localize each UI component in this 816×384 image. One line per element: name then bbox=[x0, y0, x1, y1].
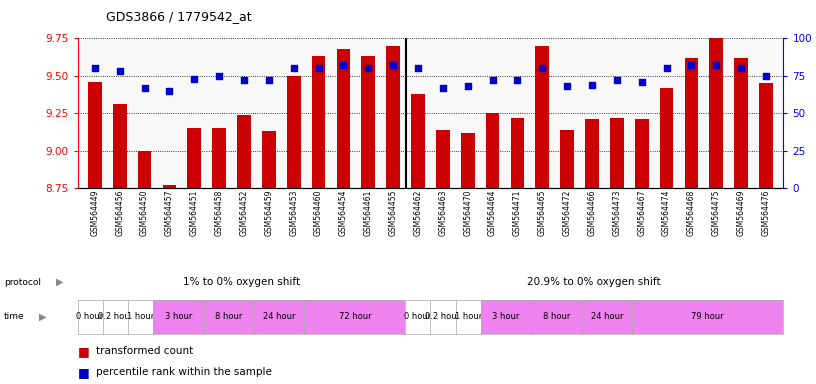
Bar bbox=[585, 119, 599, 188]
Bar bbox=[361, 56, 375, 188]
Point bbox=[486, 77, 499, 83]
Bar bbox=[436, 130, 450, 188]
Text: GDS3866 / 1779542_at: GDS3866 / 1779542_at bbox=[106, 10, 251, 23]
Bar bbox=[659, 88, 673, 188]
Point bbox=[387, 62, 400, 68]
Bar bbox=[709, 38, 723, 188]
Text: ▶: ▶ bbox=[55, 277, 63, 287]
Bar bbox=[162, 185, 176, 188]
Bar bbox=[511, 118, 524, 188]
Text: 0.2 hour: 0.2 hour bbox=[98, 312, 133, 321]
Bar bbox=[337, 49, 350, 188]
Point bbox=[361, 65, 375, 71]
Point bbox=[561, 83, 574, 89]
Point bbox=[88, 65, 101, 71]
Bar bbox=[138, 151, 152, 188]
Point bbox=[635, 79, 648, 85]
Point bbox=[138, 85, 151, 91]
Text: 1 hour: 1 hour bbox=[127, 312, 154, 321]
Text: ■: ■ bbox=[78, 345, 89, 358]
Text: percentile rank within the sample: percentile rank within the sample bbox=[96, 367, 273, 377]
Text: transformed count: transformed count bbox=[96, 346, 193, 356]
Point bbox=[337, 62, 350, 68]
Bar bbox=[685, 58, 698, 188]
Point bbox=[461, 83, 474, 89]
Bar bbox=[486, 113, 499, 188]
Bar bbox=[561, 130, 574, 188]
Point bbox=[188, 76, 201, 82]
Bar bbox=[635, 119, 649, 188]
Bar bbox=[237, 115, 251, 188]
Bar bbox=[188, 128, 202, 188]
Text: 1 hour: 1 hour bbox=[455, 312, 482, 321]
Bar bbox=[759, 83, 773, 188]
Point bbox=[411, 65, 424, 71]
Point bbox=[113, 68, 126, 74]
Text: 3 hour: 3 hour bbox=[165, 312, 192, 321]
Point bbox=[610, 77, 623, 83]
Point bbox=[585, 82, 598, 88]
Text: ▶: ▶ bbox=[39, 312, 47, 322]
Point bbox=[511, 77, 524, 83]
Bar bbox=[88, 82, 102, 188]
Point bbox=[237, 77, 251, 83]
Bar bbox=[386, 46, 400, 188]
Text: 24 hour: 24 hour bbox=[263, 312, 295, 321]
Text: 0.2 hour: 0.2 hour bbox=[425, 312, 460, 321]
Text: ■: ■ bbox=[78, 366, 89, 379]
Bar bbox=[461, 133, 475, 188]
Bar bbox=[734, 58, 748, 188]
Text: 8 hour: 8 hour bbox=[543, 312, 570, 321]
Point bbox=[734, 65, 747, 71]
Bar bbox=[312, 56, 326, 188]
Bar bbox=[212, 128, 226, 188]
Point bbox=[437, 85, 450, 91]
Point bbox=[710, 62, 723, 68]
Point bbox=[685, 62, 698, 68]
Text: 3 hour: 3 hour bbox=[492, 312, 520, 321]
Text: 0 hour: 0 hour bbox=[404, 312, 432, 321]
Point bbox=[760, 73, 773, 79]
Text: 20.9% to 0% oxygen shift: 20.9% to 0% oxygen shift bbox=[527, 277, 661, 287]
Point bbox=[660, 65, 673, 71]
Point bbox=[312, 65, 325, 71]
Text: protocol: protocol bbox=[4, 278, 41, 287]
Text: 1% to 0% oxygen shift: 1% to 0% oxygen shift bbox=[183, 277, 300, 287]
Text: time: time bbox=[4, 312, 24, 321]
Text: 8 hour: 8 hour bbox=[215, 312, 242, 321]
Bar bbox=[610, 118, 623, 188]
Text: 79 hour: 79 hour bbox=[691, 312, 724, 321]
Bar bbox=[113, 104, 126, 188]
Bar bbox=[262, 131, 276, 188]
Point bbox=[536, 65, 549, 71]
Bar bbox=[287, 76, 300, 188]
Point bbox=[263, 77, 276, 83]
Bar bbox=[535, 46, 549, 188]
Point bbox=[213, 73, 226, 79]
Text: 24 hour: 24 hour bbox=[591, 312, 623, 321]
Point bbox=[163, 88, 176, 94]
Bar bbox=[411, 94, 425, 188]
Text: 0 hour: 0 hour bbox=[77, 312, 104, 321]
Point bbox=[287, 65, 300, 71]
Text: 72 hour: 72 hour bbox=[339, 312, 371, 321]
